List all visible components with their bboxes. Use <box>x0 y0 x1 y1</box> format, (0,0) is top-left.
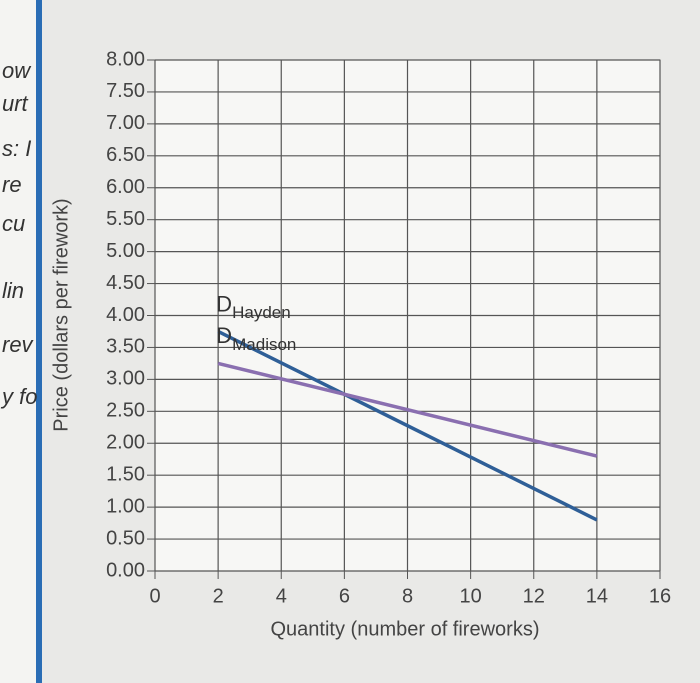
y-tick-label: 2.50 <box>106 400 145 422</box>
side-text: ow <box>2 58 32 83</box>
y-tick-label: 7.50 <box>106 80 145 102</box>
y-tick-label: 2.00 <box>106 432 145 454</box>
y-tick-label: 6.00 <box>106 176 145 198</box>
x-tick-label: 2 <box>213 585 224 607</box>
y-tick-label: 8.00 <box>106 48 145 70</box>
side-bar <box>36 0 42 683</box>
x-tick-label: 6 <box>339 585 350 607</box>
x-tick-label: 16 <box>649 585 671 607</box>
y-tick-label: 4.00 <box>106 304 145 326</box>
x-tick-label: 12 <box>523 585 545 607</box>
series-label-name: Hayden <box>232 303 291 322</box>
series-label-prefix: D <box>216 323 232 348</box>
y-tick-label: 5.50 <box>106 208 145 230</box>
series-label-prefix: D <box>216 291 232 316</box>
data-line <box>217 361 598 458</box>
y-tick-label: 1.50 <box>106 463 145 485</box>
y-tick-label: 4.50 <box>106 272 145 294</box>
y-tick-label: 0.50 <box>106 527 145 549</box>
series-label: D Madison <box>216 323 296 354</box>
series-label: D Hayden <box>216 291 291 322</box>
side-panel <box>0 0 36 683</box>
side-text: cu <box>2 211 25 236</box>
y-tick-label: 3.00 <box>106 368 145 390</box>
x-tick-label: 4 <box>276 585 287 607</box>
x-tick-label: 14 <box>586 585 608 607</box>
y-tick-label: 6.50 <box>106 144 145 166</box>
x-tick-label: 0 <box>149 585 160 607</box>
y-tick-label: 0.00 <box>106 559 145 581</box>
side-text: rev <box>2 332 35 357</box>
y-axis-label: Price (dollars per firework) <box>50 198 72 431</box>
x-tick-label: 10 <box>460 585 482 607</box>
x-tick-label: 8 <box>402 585 413 607</box>
side-text: s: I <box>2 136 31 161</box>
side-text: urt <box>2 91 29 116</box>
y-tick-label: 1.00 <box>106 495 145 517</box>
side-text: y fo <box>0 384 37 409</box>
y-tick-label: 5.00 <box>106 240 145 262</box>
x-axis-label: Quantity (number of fireworks) <box>271 618 540 640</box>
y-tick-label: 7.00 <box>106 112 145 134</box>
data-line <box>217 329 598 522</box>
y-tick-label: 3.50 <box>106 336 145 358</box>
series-label-name: Madison <box>232 335 296 354</box>
side-text: lin <box>2 278 24 303</box>
side-text: re <box>2 172 22 197</box>
